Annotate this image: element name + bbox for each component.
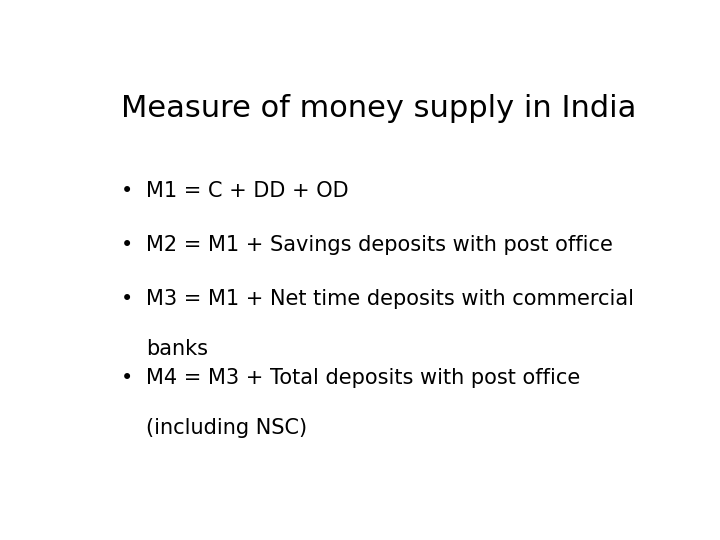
Text: (including NSC): (including NSC) [145,418,307,438]
Text: banks: banks [145,339,208,359]
Text: M1 = C + DD + OD: M1 = C + DD + OD [145,181,348,201]
Text: •: • [121,181,133,201]
Text: M4 = M3 + Total deposits with post office: M4 = M3 + Total deposits with post offic… [145,368,580,388]
Text: Measure of money supply in India: Measure of money supply in India [121,94,636,123]
Text: M2 = M1 + Savings deposits with post office: M2 = M1 + Savings deposits with post off… [145,235,613,255]
Text: M3 = M1 + Net time deposits with commercial: M3 = M1 + Net time deposits with commerc… [145,289,634,309]
Text: •: • [121,289,133,309]
Text: •: • [121,368,133,388]
Text: •: • [121,235,133,255]
